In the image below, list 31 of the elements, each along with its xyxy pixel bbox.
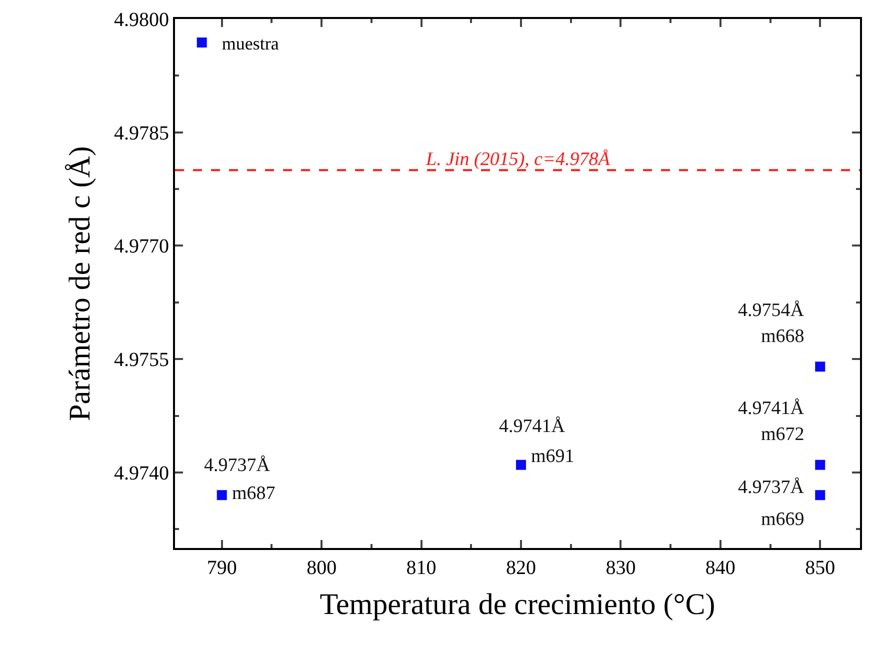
x-tick-label: 820	[506, 557, 536, 579]
point	[815, 490, 826, 500]
y-axis-title: Parámetro de red c (Å)	[64, 146, 96, 421]
x-tick-label: 850	[805, 557, 836, 579]
annotation: 4.9754Å	[738, 300, 804, 321]
annotation: m669	[761, 509, 804, 530]
annotation: m691	[531, 446, 574, 467]
x-tick-label: 840	[705, 557, 736, 579]
annotation: m687	[232, 483, 276, 504]
point	[815, 460, 826, 470]
legend-label: muestra	[222, 34, 279, 54]
annotation: m668	[761, 326, 804, 347]
x-axis-title: Temperatura de crecimiento (°C)	[320, 588, 716, 621]
point	[815, 362, 826, 372]
y-tick-label: 4.9770	[114, 236, 169, 258]
annotation: m672	[761, 424, 804, 445]
annotation: 4.9737Å	[738, 477, 804, 498]
x-tick-label: 810	[406, 557, 436, 579]
x-tick-label: 790	[206, 557, 237, 579]
annotation: 4.9737Å	[204, 455, 270, 476]
point	[216, 490, 227, 500]
point	[516, 460, 526, 470]
y-tick-label: 4.9740	[114, 462, 169, 484]
y-tick-label: 4.9785	[114, 122, 169, 144]
x-tick-label: 830	[606, 557, 636, 579]
y-tick-label: 4.9755	[114, 349, 169, 372]
annotation: 4.9741Å	[499, 416, 566, 437]
annotation: 4.9741Å	[738, 398, 804, 419]
ref-line-label: L. Jin (2015), c=4.978Å	[425, 149, 610, 170]
x-tick-label: 800	[306, 557, 337, 579]
y-tick-label: 4.9800	[114, 9, 169, 31]
